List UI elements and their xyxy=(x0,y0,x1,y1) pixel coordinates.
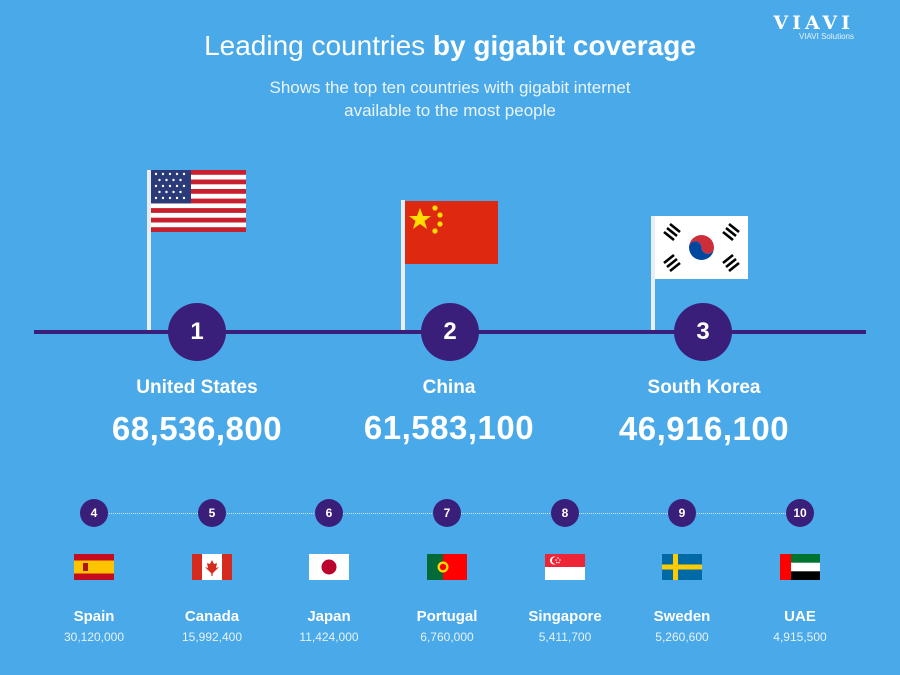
country-name: Singapore xyxy=(528,608,602,625)
china-flag-icon xyxy=(405,201,498,264)
flag-pole xyxy=(651,216,655,330)
country-name: South Korea xyxy=(647,377,761,398)
country-name: United States xyxy=(136,377,258,398)
rank-badge: 6 xyxy=(315,499,343,527)
rank-badge: 10 xyxy=(786,499,814,527)
logo-wordmark: VIAVI xyxy=(773,12,854,34)
title-light-part: Leading countries xyxy=(204,30,426,61)
coverage-value: 68,536,800 xyxy=(111,410,283,447)
coverage-value: 15,992,400 xyxy=(181,630,243,644)
rank-badge: 4 xyxy=(80,499,108,527)
chart-title: Leading countries by gigabit coverage xyxy=(0,30,900,62)
coverage-value: 46,916,100 xyxy=(618,410,790,447)
country-name: Portugal xyxy=(416,608,478,625)
rank-badge: 8 xyxy=(551,499,579,527)
canada-flag-icon xyxy=(192,554,232,580)
flag-pole xyxy=(147,170,151,330)
uae-flag-icon xyxy=(780,554,820,580)
sweden-flag-icon xyxy=(662,554,702,580)
rank-badge: 3 xyxy=(674,303,732,361)
rank-badge: 7 xyxy=(433,499,461,527)
rank-badge: 9 xyxy=(668,499,696,527)
country-name: Spain xyxy=(73,608,115,625)
chart-subtitle: Shows the top ten countries with gigabit… xyxy=(269,78,631,120)
japan-flag-icon xyxy=(309,554,349,580)
coverage-value: 30,120,000 xyxy=(63,630,125,644)
viavi-logo: VIAVI VIAVI Solutions xyxy=(773,12,854,41)
country-name: Sweden xyxy=(653,608,711,625)
rank-badge: 5 xyxy=(198,499,226,527)
coverage-value: 5,411,700 xyxy=(538,630,592,644)
logo-subtext: VIAVI Solutions xyxy=(799,32,854,41)
country-name: Japan xyxy=(307,608,351,625)
coverage-value: 11,424,000 xyxy=(299,630,359,644)
singapore-flag-icon xyxy=(545,554,585,580)
united-states-flag-icon xyxy=(151,170,246,232)
spain-flag-icon xyxy=(74,554,114,580)
coverage-value: 4,915,500 xyxy=(773,630,827,644)
country-name: China xyxy=(422,377,476,398)
rank-badge: 2 xyxy=(421,303,479,361)
rank-badge: 1 xyxy=(168,303,226,361)
south-korea-flag-icon xyxy=(655,216,748,279)
portugal-flag-icon xyxy=(427,554,467,580)
title-bold-part: by gigabit coverage xyxy=(432,30,696,61)
flag-pole xyxy=(401,200,405,330)
country-name: UAE xyxy=(784,608,816,625)
coverage-value: 5,260,600 xyxy=(655,630,709,644)
coverage-value: 6,760,000 xyxy=(420,630,474,644)
country-name: Canada xyxy=(184,608,240,625)
coverage-value: 61,583,100 xyxy=(363,409,535,446)
